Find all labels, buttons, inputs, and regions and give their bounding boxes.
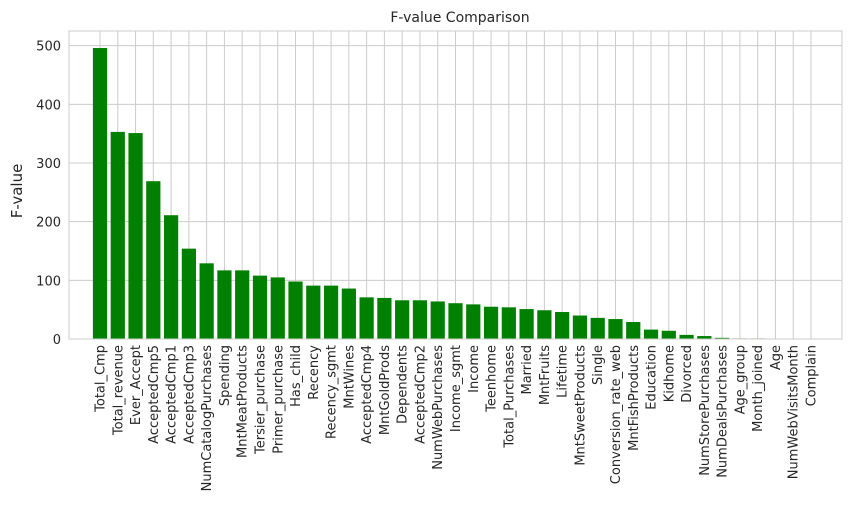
bar-conversion-rate-web — [608, 319, 623, 339]
bar-married — [519, 309, 534, 339]
bars — [92, 48, 819, 339]
x-tick-label: Has_child — [289, 345, 304, 407]
x-tick-label: Recency_sgmt — [325, 345, 340, 439]
x-tick-label: MntMeatProducts — [236, 345, 251, 458]
x-tick-label: Tersier_purchase — [253, 345, 268, 455]
x-tick-label: Kidhome — [662, 345, 677, 402]
bar-numdealspurchases — [715, 337, 730, 339]
bar-dependents — [395, 300, 410, 339]
x-tick-label: Teenhome — [485, 345, 500, 413]
x-tick-label: Primer_purchase — [271, 345, 286, 454]
x-tick-label: Married — [520, 345, 535, 395]
bar-acceptedcmp4 — [359, 297, 374, 339]
bar-mntsweetproducts — [572, 315, 588, 339]
x-tick-label: Conversion_rate_web — [609, 345, 624, 484]
x-tick-label: Dependents — [396, 345, 411, 424]
bar-total-revenue — [110, 131, 125, 339]
x-tick-label: MntFruits — [538, 345, 553, 405]
x-tick-label: NumCatalogPurchases — [200, 345, 215, 492]
x-tick-label: Income — [467, 345, 482, 393]
bar-numwebpurchases — [430, 301, 445, 339]
x-tick-label: MntGoldProds — [378, 345, 393, 435]
bar-spending — [217, 270, 232, 339]
y-tick-label: 300 — [36, 157, 61, 172]
x-tick-label: Complain — [805, 345, 820, 406]
chart-title: F-value Comparison — [390, 10, 529, 26]
x-tick-label: Ever_Accept — [129, 345, 144, 425]
x-tick-label: Age — [769, 345, 784, 370]
bar-has-child — [288, 281, 303, 339]
bar-acceptedcmp3 — [181, 248, 196, 339]
x-tick-label: Income_sgmt — [449, 345, 464, 432]
x-tick-label: Recency — [307, 345, 322, 400]
x-tick-label: AcceptedCmp1 — [165, 345, 180, 444]
bar-acceptedcmp2 — [412, 300, 428, 339]
x-tick-label: Education — [645, 345, 660, 410]
x-tick-labels: Total_Cmp Total_revenue Ever_Accept Accepte… — [94, 345, 820, 492]
bar-kidhome — [661, 330, 676, 339]
y-tick-label: 400 — [36, 98, 61, 113]
x-tick-label: AcceptedCmp4 — [360, 345, 375, 444]
bar-teenhome — [483, 306, 499, 339]
x-tick-label: MntSweetProducts — [573, 345, 588, 466]
bar-divorced — [679, 334, 694, 339]
bar-acceptedcmp1 — [163, 215, 179, 339]
x-tick-label: MntWines — [342, 345, 357, 409]
x-tick-label: Lifetime — [556, 345, 571, 398]
x-tick-label: Month_joined — [751, 345, 766, 432]
bar-acceptedcmp5 — [146, 181, 161, 339]
bar-numstorepurchases — [697, 336, 712, 339]
x-tick-label: NumDealsPurchases — [716, 345, 731, 478]
x-tick-label: NumWebVisitsMonth — [787, 345, 802, 479]
x-tick-label: NumStorePurchases — [698, 345, 713, 476]
bar-single — [590, 317, 605, 339]
bar-total-cmp — [92, 48, 108, 339]
y-axis-title: F-value — [8, 164, 26, 219]
x-tick-label: Age_group — [733, 345, 748, 414]
x-tick-label: Total_Purchases — [502, 345, 517, 449]
plot-frame — [68, 30, 843, 340]
bar-primer-purchase — [270, 277, 285, 339]
x-tick-label: Total_revenue — [111, 345, 126, 436]
bar-income-sgmt — [448, 303, 463, 339]
bar-mntfishproducts — [626, 321, 641, 339]
y-tick-label: 100 — [36, 274, 61, 289]
bar-education — [643, 329, 659, 339]
bar-ever-accept — [128, 133, 143, 339]
x-tick-label: Divorced — [680, 345, 695, 403]
x-tick-label: Total_Cmp — [94, 345, 109, 413]
bar-tersier-purchase — [252, 275, 268, 339]
x-tick-label: AcceptedCmp5 — [147, 345, 162, 444]
x-tick-label: MntFishProducts — [627, 345, 642, 451]
bar-numcatalogpurchases — [199, 263, 214, 339]
bar-recency-sgmt — [323, 285, 339, 339]
bar-income — [466, 304, 481, 339]
x-tick-label: AcceptedCmp3 — [182, 345, 197, 444]
y-tick-label: 500 — [36, 40, 61, 55]
x-tick-label: AcceptedCmp2 — [413, 345, 428, 444]
bar-mntgoldprods — [377, 297, 392, 339]
x-tick-label: NumWebPurchases — [431, 345, 446, 470]
bar-mntmeatproducts — [235, 270, 250, 339]
y-tick-labels: 0 100 200 300 400 500 — [36, 40, 61, 348]
bar-lifetime — [555, 312, 570, 339]
bar-total-purchases — [501, 307, 516, 339]
x-tick-label: Spending — [218, 345, 233, 406]
x-tick-label: Single — [591, 345, 606, 385]
bar-recency — [306, 285, 321, 339]
bar-mntfruits — [537, 310, 552, 339]
y-tick-label: 200 — [36, 216, 61, 231]
bar-mntwines — [341, 288, 356, 339]
y-tick-label: 0 — [53, 333, 61, 348]
